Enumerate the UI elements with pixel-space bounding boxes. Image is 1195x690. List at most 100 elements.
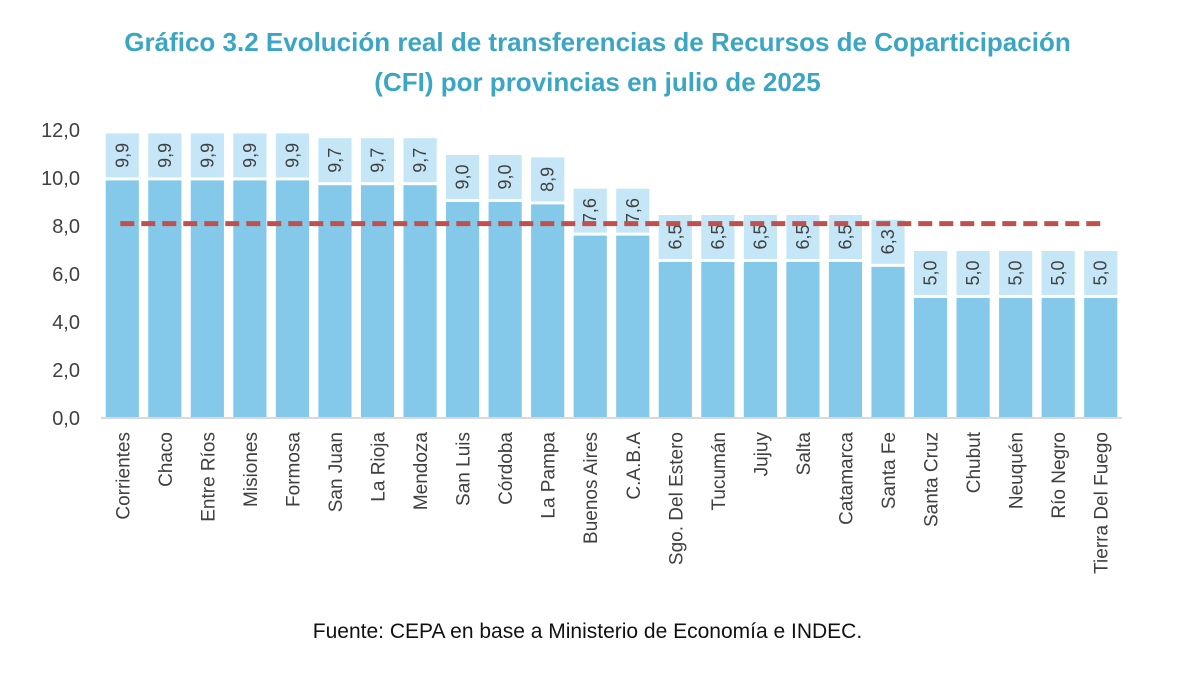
data-label: 9,9 — [112, 143, 132, 168]
x-tick-label: Salta — [794, 432, 815, 476]
data-label-box — [105, 133, 139, 178]
data-label: 6,5 — [665, 224, 685, 249]
x-tick-label: Buenos Aires — [581, 432, 602, 544]
data-label: 7,6 — [623, 198, 643, 223]
data-label-box — [275, 133, 310, 178]
data-label-box — [233, 133, 267, 178]
x-tick-label: Chubut — [964, 431, 985, 493]
chart-title-line-1: Gráfico 3.2 Evolución real de transferen… — [124, 27, 1071, 57]
bar — [105, 180, 139, 418]
y-tick-label: 10,0 — [41, 168, 80, 190]
data-label: 5,0 — [921, 260, 941, 285]
data-label: 9,9 — [155, 143, 175, 168]
x-tick-label: Neuquén — [1007, 432, 1028, 509]
bar — [956, 298, 990, 418]
data-label: 9,0 — [453, 164, 473, 189]
bar — [318, 185, 352, 418]
x-tick-label: C.A.B.A — [624, 432, 645, 500]
bar — [658, 262, 692, 418]
bar — [743, 262, 777, 418]
x-tick-label: Tucumán — [709, 432, 730, 511]
data-label: 6,3 — [878, 229, 898, 254]
x-tick-label: La Rioja — [369, 432, 390, 502]
bar — [148, 180, 182, 418]
data-label: 6,5 — [793, 224, 813, 249]
bar — [403, 185, 437, 418]
data-label: 6,5 — [835, 224, 855, 249]
data-label-box — [1041, 251, 1075, 295]
y-tick-label: 2,0 — [52, 360, 80, 382]
x-tick-label: San Juan — [326, 432, 347, 512]
bar — [275, 180, 310, 418]
x-tick-label: Santa Cruz — [922, 432, 943, 527]
data-label-box — [871, 219, 905, 264]
y-tick-label: 4,0 — [52, 312, 80, 334]
data-label: 6,5 — [750, 224, 770, 249]
bar — [913, 298, 948, 418]
data-label: 9,7 — [410, 148, 430, 173]
data-label-box — [531, 157, 565, 202]
chart-title: Gráfico 3.2 Evolución real de transferen… — [0, 22, 1195, 102]
source-note: Fuente: CEPA en base a Ministerio de Eco… — [312, 620, 863, 643]
bar — [233, 180, 267, 418]
x-tick-label: Córdoba — [496, 432, 517, 505]
data-label: 5,0 — [1048, 260, 1068, 285]
data-label-box — [956, 251, 990, 295]
bar — [999, 298, 1033, 418]
data-label: 8,9 — [538, 167, 558, 192]
data-label-box — [913, 251, 948, 295]
data-label: 9,0 — [495, 164, 515, 189]
data-label-box — [148, 133, 182, 178]
data-label: 9,9 — [240, 143, 260, 168]
data-label: 7,6 — [580, 198, 600, 223]
x-tick-label: Mendoza — [411, 432, 432, 511]
x-tick-label: La Pampa — [539, 432, 560, 519]
y-tick-label: 8,0 — [52, 216, 80, 238]
data-label-box — [488, 155, 522, 199]
x-tick-label: Entre Ríos — [198, 432, 219, 522]
x-tick-label: Jujuy — [751, 432, 772, 477]
y-tick-label: 6,0 — [52, 264, 80, 286]
data-label: 9,7 — [368, 148, 388, 173]
data-label-box — [360, 138, 395, 183]
x-tick-label: Sgo. Del Estero — [666, 432, 687, 565]
x-tick-label: Río Negro — [1049, 432, 1070, 519]
x-tick-label: Corrientes — [113, 432, 134, 520]
data-label-box — [403, 138, 437, 183]
x-tick-label: Formosa — [283, 432, 304, 507]
x-tick-label: Chaco — [156, 432, 177, 487]
bar — [871, 266, 905, 418]
data-label: 5,0 — [1091, 260, 1111, 285]
bar — [616, 235, 650, 418]
x-tick-label: Santa Fe — [879, 432, 900, 509]
x-tick-label: Tierra Del Fuego — [1092, 432, 1113, 574]
x-tick-label: Catamarca — [836, 432, 857, 525]
x-tick-label: San Luis — [454, 432, 475, 506]
data-label: 6,5 — [708, 224, 728, 249]
bar — [573, 235, 607, 418]
data-label: 9,9 — [282, 143, 302, 168]
data-label-box — [318, 138, 352, 183]
bar — [786, 262, 820, 418]
y-tick-label: 0,0 — [52, 408, 80, 430]
y-tick-label: 12,0 — [41, 120, 80, 142]
x-tick-label: Misiones — [241, 432, 262, 507]
bar — [488, 202, 522, 418]
bar — [1041, 298, 1075, 418]
data-label-box — [1084, 251, 1118, 295]
data-label-box — [446, 155, 480, 199]
bar — [701, 262, 735, 418]
data-label: 9,7 — [325, 148, 345, 173]
data-label-box — [999, 251, 1033, 295]
bar — [531, 204, 565, 418]
bar — [190, 180, 224, 418]
bar — [828, 262, 863, 418]
chart-title-line-2: (CFI) por provincias en julio de 2025 — [374, 67, 821, 97]
bar — [446, 202, 480, 418]
bar — [1084, 298, 1118, 418]
data-label-box — [190, 133, 224, 178]
data-label: 9,9 — [197, 143, 217, 168]
data-label: 5,0 — [963, 260, 983, 285]
data-label: 5,0 — [1006, 260, 1026, 285]
